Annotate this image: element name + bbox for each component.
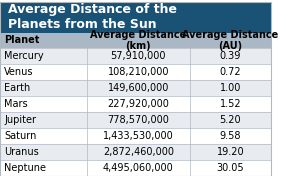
Bar [0,33,271,48]
Text: Average Distance
(km): Average Distance (km) [90,30,186,51]
Text: Earth: Earth [4,83,30,93]
Text: 1.00: 1.00 [220,83,241,93]
Text: Mercury: Mercury [4,51,44,61]
Text: 0.72: 0.72 [220,67,241,77]
Text: 778,570,000: 778,570,000 [107,115,169,125]
Bar [0,160,271,176]
Text: 108,210,000: 108,210,000 [108,67,169,77]
Text: 4,495,060,000: 4,495,060,000 [103,163,174,173]
Text: Uranus: Uranus [4,147,39,157]
Text: 9.58: 9.58 [220,131,241,141]
Text: Planet: Planet [4,35,39,45]
Text: 57,910,000: 57,910,000 [110,51,166,61]
Bar [0,112,271,128]
Text: 0.39: 0.39 [220,51,241,61]
Text: 2,872,460,000: 2,872,460,000 [103,147,174,157]
Text: 149,600,000: 149,600,000 [108,83,169,93]
Text: 227,920,000: 227,920,000 [107,99,169,109]
Bar [0,64,271,80]
Text: 5.20: 5.20 [220,115,241,125]
Text: 19.20: 19.20 [217,147,244,157]
Text: Mars: Mars [4,99,28,109]
Bar [0,96,271,112]
Bar [0,2,271,33]
Bar [0,128,271,144]
Text: 1.52: 1.52 [220,99,241,109]
Text: 1,433,530,000: 1,433,530,000 [103,131,174,141]
Bar [0,48,271,64]
Bar [0,144,271,160]
Text: Jupiter: Jupiter [4,115,36,125]
Text: Neptune: Neptune [4,163,46,173]
Text: 30.05: 30.05 [217,163,244,173]
Text: Venus: Venus [4,67,33,77]
Bar [0,80,271,96]
Text: Average Distance
(AU): Average Distance (AU) [182,30,279,51]
Text: Average Distance of the
Planets from the Sun: Average Distance of the Planets from the… [8,3,177,31]
Text: Saturn: Saturn [4,131,36,141]
